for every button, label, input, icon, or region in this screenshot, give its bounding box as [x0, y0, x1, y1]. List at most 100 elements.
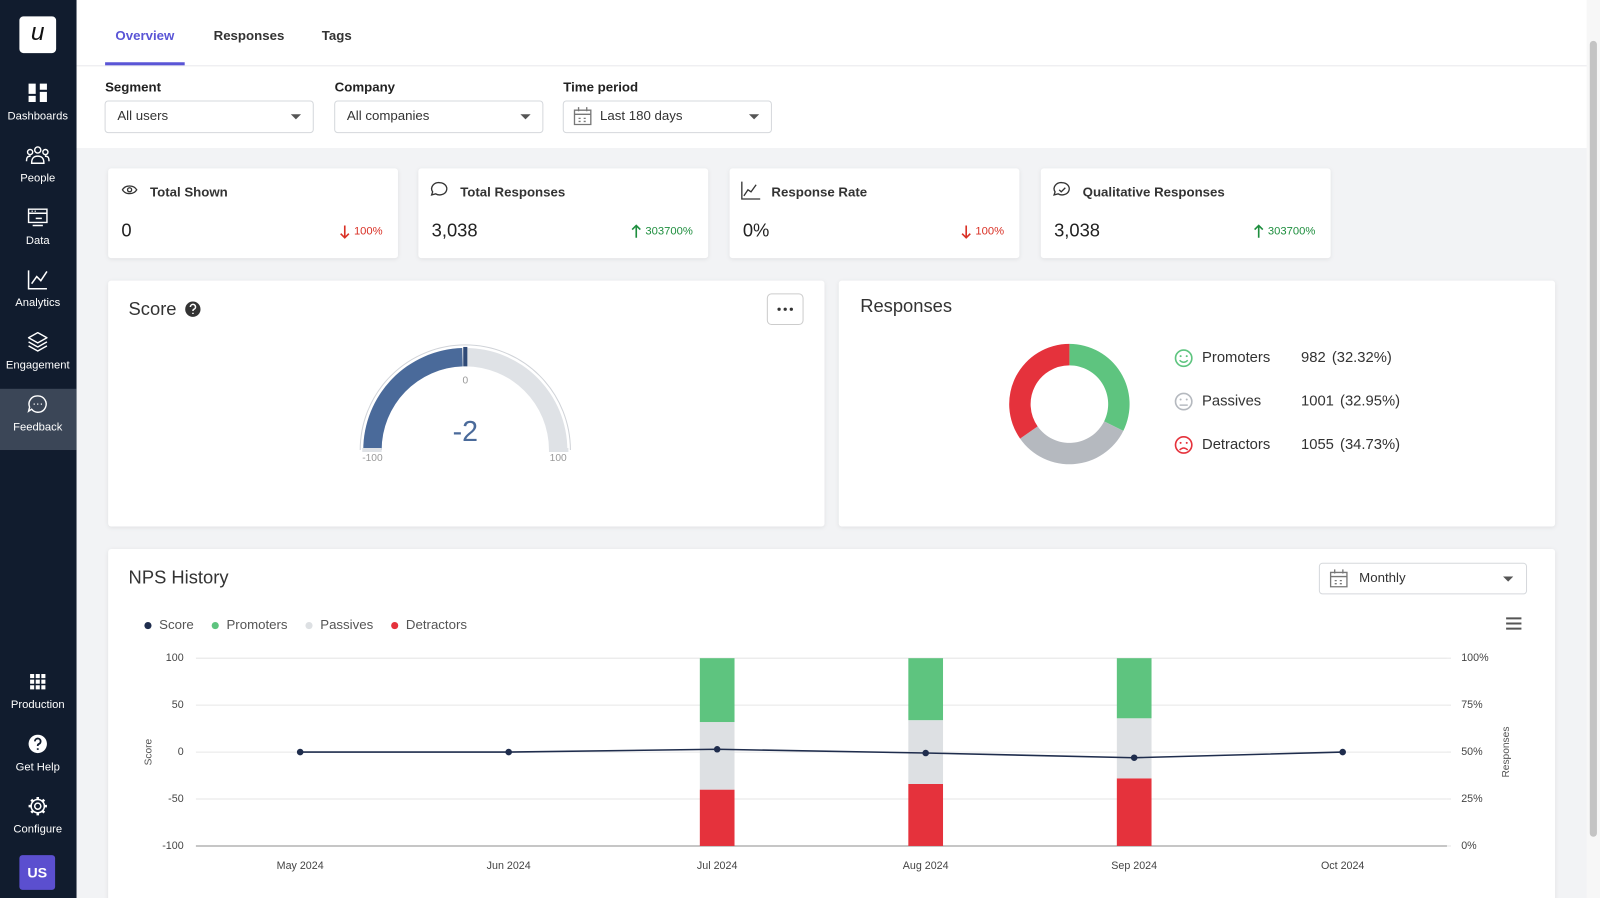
header-divider [76, 65, 1587, 67]
nav-icon [27, 208, 48, 227]
stat-change-arrow [1254, 224, 1264, 238]
more-dot [789, 307, 793, 311]
filter-value: All companies [347, 108, 430, 123]
score-line [300, 748, 1343, 759]
face-eye [1179, 398, 1182, 401]
dropdown-caret [1503, 576, 1514, 582]
donut-segment [1009, 343, 1070, 439]
filter-label: Segment [105, 79, 162, 94]
nav-icon [28, 83, 47, 103]
nav-label: Data [26, 235, 50, 247]
nav-icon [28, 796, 47, 816]
nav-item-hit[interactable] [0, 140, 77, 201]
stat-value: 3,038 [1054, 219, 1100, 240]
tab[interactable]: Responses [214, 28, 285, 43]
stat-card [1040, 168, 1331, 259]
x-tick-label: Oct 2024 [1321, 860, 1364, 872]
score-point [1130, 754, 1138, 761]
dropdown-caret [520, 114, 531, 120]
chart-menu-icon[interactable] [1506, 617, 1522, 630]
calendar-icon [573, 107, 592, 126]
score-point [505, 748, 512, 756]
tab[interactable]: Overview [115, 28, 175, 43]
y2-tick-label: 50% [1461, 746, 1483, 758]
face-eye [1185, 441, 1188, 444]
period-dropdown[interactable] [1318, 562, 1528, 595]
gauge-value: -2 [453, 416, 478, 448]
responses-card [838, 280, 1556, 527]
y-tick-label: 50 [172, 699, 184, 711]
filter-value: Last 180 days [600, 108, 683, 123]
stat-change-arrow [961, 225, 971, 239]
nav-label: Engagement [6, 359, 71, 371]
more-dot [777, 307, 781, 311]
x-tick-label: Aug 2024 [903, 860, 949, 872]
filter-label: Time period [563, 79, 638, 94]
more-dot [783, 307, 787, 311]
legend-percent: (32.32%) [1332, 350, 1392, 366]
legend-label: Passives [1202, 393, 1261, 409]
legend-label[interactable]: Score [159, 617, 194, 632]
nav-item-hit[interactable] [0, 327, 77, 388]
nav-label: People [20, 173, 55, 185]
legend-label[interactable]: Detractors [406, 617, 467, 632]
stat-value: 3,038 [432, 219, 478, 240]
stat-title: Qualitative Responses [1083, 184, 1225, 199]
nav-icon [25, 146, 50, 164]
filter-value: All users [117, 108, 168, 123]
nav-label: Configure [13, 824, 62, 836]
face-mouth [1179, 359, 1189, 363]
nav-label: Production [11, 699, 65, 711]
help-icon-mark [189, 303, 197, 314]
donut-segment [1069, 343, 1130, 431]
legend-dot [211, 621, 219, 630]
face-eye [1185, 355, 1188, 358]
period-value: Monthly [1359, 570, 1406, 585]
score-point [922, 749, 929, 757]
card-title: Responses [860, 295, 952, 316]
logo-box[interactable] [19, 16, 57, 54]
y-tick-label: 0 [178, 746, 184, 758]
nav-item-hit[interactable] [0, 78, 77, 139]
filter-label: Company [335, 79, 396, 94]
x-tick-label: Sep 2024 [1111, 860, 1157, 872]
nav-item-hit[interactable] [0, 264, 77, 325]
y-axis-title: Score [144, 738, 155, 765]
avatar: US [27, 865, 47, 881]
face-mouth [1179, 447, 1189, 451]
legend-percent: (32.95%) [1340, 393, 1400, 409]
nav-icon [33, 802, 42, 810]
tab[interactable]: Tags [322, 28, 352, 43]
legend-dot [305, 621, 313, 630]
legend-value: 982 [1301, 350, 1326, 366]
face-icon [1174, 349, 1193, 368]
legend-label[interactable]: Passives [320, 617, 373, 632]
filter-dropdown[interactable] [104, 100, 314, 134]
stat-value: 0% [743, 219, 770, 240]
y2-tick-label: 25% [1461, 793, 1483, 805]
bar-segment [699, 789, 735, 846]
face-eye [1179, 441, 1182, 444]
legend-label[interactable]: Promoters [226, 617, 287, 632]
nav-item-hit[interactable] [0, 202, 77, 263]
nav-label: Feedback [13, 422, 63, 434]
donut-segment [1020, 421, 1124, 465]
nav-icon [30, 674, 46, 690]
avatar-box[interactable] [19, 855, 56, 890]
filter-dropdown[interactable] [334, 100, 544, 134]
scrollbar-thumb[interactable] [1589, 40, 1597, 837]
bar-segment [908, 783, 944, 846]
x-tick-label: May 2024 [277, 860, 324, 872]
nav-item-hit[interactable] [0, 389, 77, 450]
stat-change-arrow [631, 224, 641, 238]
nav-icon [33, 737, 42, 750]
filter-dropdown[interactable] [562, 100, 772, 134]
face-icon [1174, 435, 1193, 454]
x-tick-label: Jun 2024 [487, 860, 531, 872]
face-eye [1185, 398, 1188, 401]
score-card [108, 280, 825, 527]
legend-label: Detractors [1202, 437, 1270, 453]
gauge-tick-label: 0 [462, 375, 468, 386]
stat-icon [430, 181, 448, 196]
